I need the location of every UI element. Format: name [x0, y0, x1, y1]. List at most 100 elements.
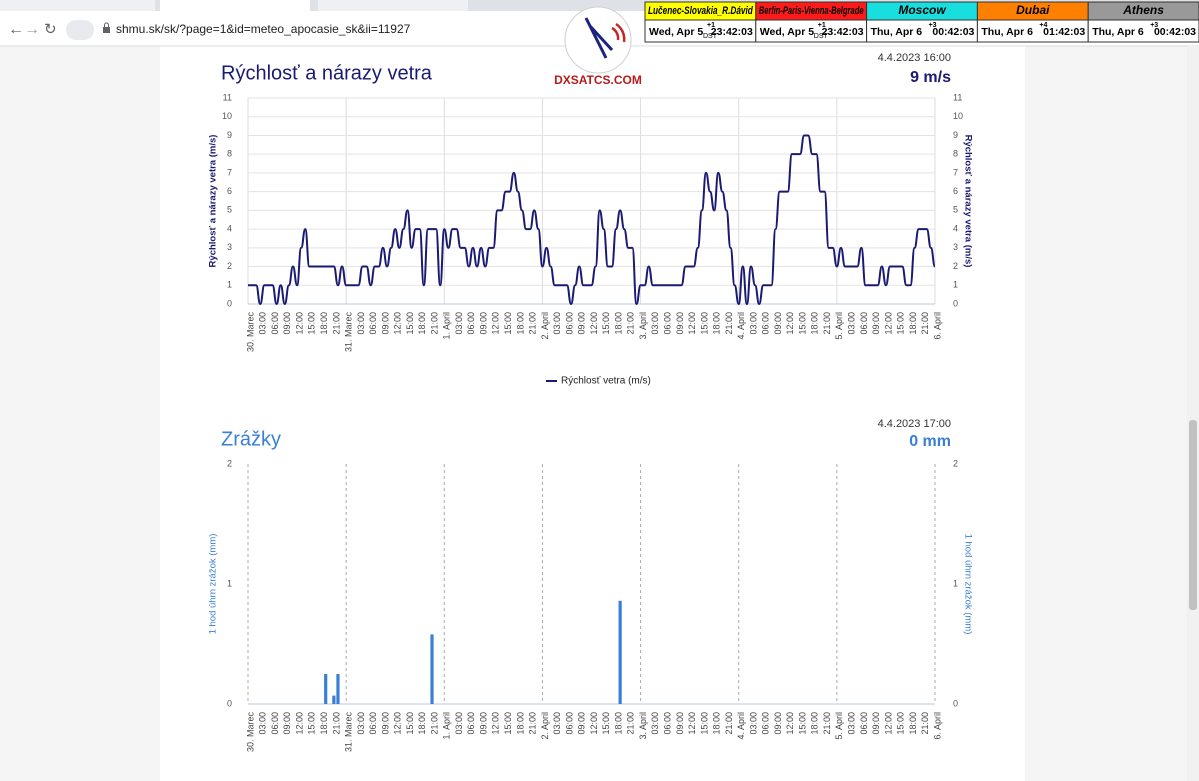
y-tick-label-right: 0 — [953, 698, 958, 708]
x-tick-label: 15:00 — [307, 712, 317, 735]
x-tick-label: 12:00 — [393, 312, 403, 335]
y-tick-label-right: 9 — [953, 130, 958, 140]
clock-offset: +4 — [1039, 22, 1047, 29]
x-tick-label: 06:00 — [662, 712, 672, 735]
legend-label: Rýchlosť vetra (m/s) — [561, 376, 651, 387]
x-tick-label: 21:00 — [429, 312, 439, 335]
clock-time: 23:42:03 — [822, 26, 864, 38]
x-tick-label: 21:00 — [331, 712, 341, 735]
clock-date: Thu, Apr 6 — [871, 26, 923, 38]
x-tick-label: 4. April — [736, 712, 746, 740]
forward-button[interactable]: → — [24, 21, 40, 38]
x-tick-label: 09:00 — [871, 312, 881, 335]
tab[interactable] — [160, 0, 310, 11]
logo-text: DXSATCS.COM — [554, 73, 642, 87]
clock-time: 01:42:03 — [1043, 26, 1085, 38]
chart-title: Rýchlosť a nárazy vetra — [221, 62, 433, 84]
x-tick-label: 03:00 — [650, 712, 660, 735]
vpn-badge[interactable] — [66, 20, 94, 40]
y-tick-label-right: 1 — [953, 578, 958, 588]
x-tick-label: 2. April — [540, 712, 550, 740]
x-tick-label: 21:00 — [920, 312, 930, 335]
clock-time: 00:42:03 — [932, 26, 974, 38]
y-tick-label: 0 — [227, 698, 232, 708]
y-tick-label: 11 — [223, 92, 232, 102]
lock-icon[interactable] — [103, 27, 110, 33]
bar — [618, 600, 622, 704]
x-tick-label: 03:00 — [356, 712, 366, 735]
x-tick-label: 31. Marec — [344, 712, 354, 753]
x-tick-label: 30. Marec — [245, 712, 255, 753]
x-tick-label: 09:00 — [282, 712, 292, 735]
x-tick-label: 12:00 — [785, 712, 795, 735]
y-tick-label: 2 — [227, 458, 232, 468]
x-tick-label: 09:00 — [773, 312, 783, 335]
x-tick-label: 15:00 — [699, 712, 709, 735]
x-tick-label: 21:00 — [822, 712, 832, 735]
clock-offset: +3 — [929, 22, 937, 29]
reload-button[interactable]: ↻ — [44, 21, 57, 38]
x-tick-label: 18:00 — [417, 712, 427, 735]
x-tick-label: 03:00 — [748, 312, 758, 335]
x-tick-label: 18:00 — [319, 712, 329, 735]
y-tick-label-right: 8 — [953, 149, 958, 159]
x-tick-label: 03:00 — [847, 312, 857, 335]
y-tick-label: 10 — [222, 111, 232, 121]
clock-time: 23:42:03 — [711, 26, 753, 38]
x-tick-label: 15:00 — [503, 712, 513, 735]
x-tick-label: 09:00 — [478, 712, 488, 735]
x-tick-label: 06:00 — [270, 312, 280, 335]
x-tick-label: 12:00 — [687, 312, 697, 335]
x-tick-label: 06:00 — [859, 312, 869, 335]
logo-dish — [584, 17, 614, 59]
x-tick-label: 1. April — [442, 312, 452, 340]
y-tick-label: 6 — [227, 186, 232, 196]
tab[interactable] — [0, 0, 155, 11]
y-axis-label-right: 1 hod úhrn zrážok (mm) — [962, 534, 973, 635]
x-tick-label: 21:00 — [920, 712, 930, 735]
y-tick-label-right: 3 — [953, 242, 958, 252]
clock-dst: DST — [814, 33, 829, 40]
y-tick-label: 0 — [227, 298, 232, 308]
clock-city: Moscow — [898, 3, 946, 17]
y-tick-label-right: 0 — [953, 298, 958, 308]
x-tick-label: 15:00 — [797, 312, 807, 335]
logo: DXSATCS.COM — [554, 6, 642, 87]
x-tick-label: 21:00 — [626, 312, 636, 335]
scrollbar-thumb[interactable] — [1189, 420, 1197, 610]
x-tick-label: 09:00 — [675, 312, 685, 335]
x-tick-label: 15:00 — [601, 312, 611, 335]
url[interactable]: shmu.sk/sk/?page=1&id=meteo_apocasie_sk&… — [116, 22, 411, 36]
x-tick-label: 5. April — [834, 712, 844, 740]
y-axis-label: Rýchlosť a nárazy vetra (m/s) — [208, 135, 219, 268]
x-tick-label: 09:00 — [577, 712, 587, 735]
x-tick-label: 12:00 — [393, 712, 403, 735]
charts: Rýchlosť a nárazy vetra 4.4.2023 16:00 9 m… — [208, 52, 974, 752]
tab[interactable] — [318, 0, 468, 11]
clock-city: Dubai — [1016, 3, 1050, 17]
y-tick-label: 3 — [227, 242, 232, 252]
x-tick-label: 21:00 — [528, 312, 538, 335]
y-tick-label-right: 2 — [953, 458, 958, 468]
y-tick-label-right: 7 — [953, 167, 958, 177]
y-axis-label: 1 hod úhrn zrážok (mm) — [208, 534, 219, 635]
y-tick-label-right: 2 — [953, 261, 958, 271]
x-tick-label: 15:00 — [797, 712, 807, 735]
x-tick-label: 06:00 — [368, 712, 378, 735]
y-tick-label: 1 — [227, 578, 232, 588]
x-tick-label: 06:00 — [564, 712, 574, 735]
x-tick-label: 3. April — [638, 312, 648, 340]
bar — [324, 674, 328, 704]
x-tick-label: 31. Marec — [344, 312, 354, 353]
x-tick-label: 03:00 — [454, 312, 464, 335]
y-tick-label-right: 6 — [953, 186, 958, 196]
x-tick-label: 03:00 — [454, 712, 464, 735]
x-tick-label: 30. Marec — [245, 312, 255, 353]
y-axis-label-right: Rýchlosť a nárazy vetra (m/s) — [962, 135, 973, 268]
bar — [336, 674, 340, 704]
bar — [332, 695, 336, 704]
back-button[interactable]: ← — [8, 21, 24, 38]
x-tick-label: 09:00 — [773, 712, 783, 735]
logo-waves — [611, 22, 626, 43]
